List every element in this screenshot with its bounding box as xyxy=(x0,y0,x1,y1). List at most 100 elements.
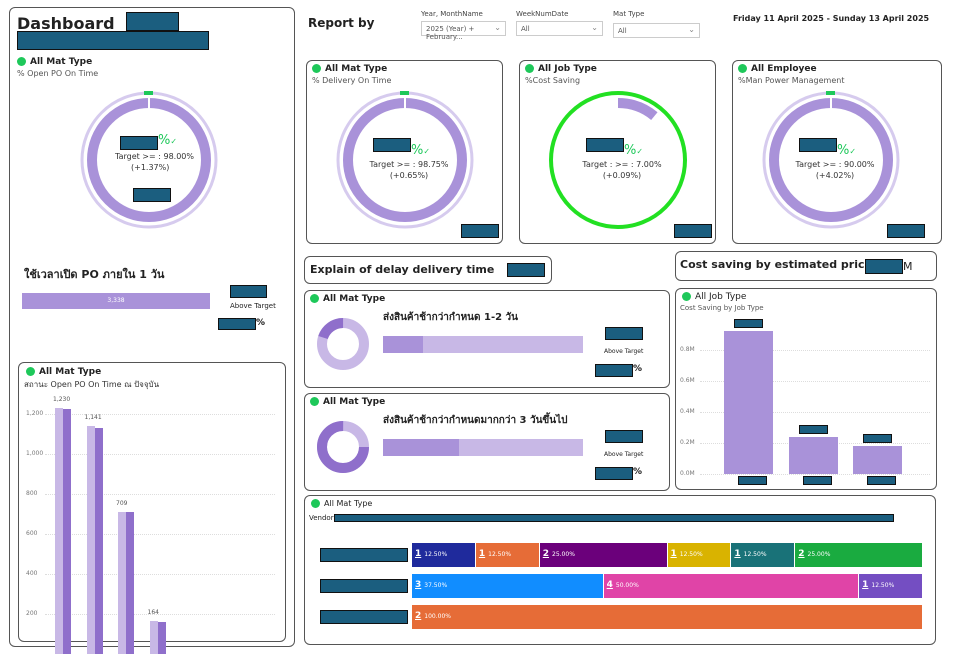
stacked-segment[interactable]: 1 12.50% xyxy=(475,543,540,567)
redacted xyxy=(738,476,767,485)
gauge-subtitle: %Man Power Management xyxy=(738,76,845,85)
filter-text: All Employee xyxy=(751,64,817,74)
bar-series-b xyxy=(63,409,71,654)
status-dot-icon xyxy=(738,64,747,73)
redacted xyxy=(334,514,894,522)
segment-count: 2 xyxy=(415,611,422,621)
stacked-segment[interactable]: 2 100.00% xyxy=(412,605,923,629)
open-po-gauge xyxy=(80,91,218,229)
segment-count: 1 xyxy=(670,549,677,559)
stacked-bar-row: 2 100.00% xyxy=(412,605,923,629)
filter-text: All Mat Type xyxy=(324,499,373,508)
bar-series-b xyxy=(157,621,166,654)
check-icon: ✓ xyxy=(849,147,857,156)
filter-text: All Mat Type xyxy=(323,397,386,407)
status-dot-icon xyxy=(310,397,319,406)
delay-item-title: ส่งสินค้าช้ากว่ากำหนดมากกว่า 3 วันขึ้นไป xyxy=(383,415,568,426)
stacked-segment[interactable]: 2 25.00% xyxy=(795,543,923,567)
data-label: 1,230 xyxy=(53,396,71,403)
stacked-segment[interactable]: 1 12.50% xyxy=(731,543,796,567)
chevron-down-icon: ⌄ xyxy=(688,25,695,34)
percent-check: %✓ xyxy=(158,133,177,148)
status-dot-icon xyxy=(26,367,35,376)
segment-count: 1 xyxy=(415,549,422,559)
stacked-segment[interactable]: 1 12.50% xyxy=(412,543,476,567)
check-icon: ✓ xyxy=(423,147,431,156)
status-dot-icon xyxy=(17,57,26,66)
percent-sign: % xyxy=(624,143,637,158)
bar-series-b xyxy=(94,427,103,654)
gridline xyxy=(45,494,275,495)
status-dot-icon xyxy=(311,499,320,508)
bar-series-a xyxy=(86,425,95,654)
segment-percent: 50.00% xyxy=(615,582,639,589)
gridline xyxy=(45,414,275,415)
status-dot-icon xyxy=(312,64,321,73)
segment-count: 4 xyxy=(606,580,613,590)
status-dot-icon xyxy=(310,294,319,303)
redacted xyxy=(133,188,171,202)
above-target-label: Above Target xyxy=(604,451,644,458)
redacted xyxy=(595,364,633,377)
redacted xyxy=(799,138,837,152)
percent-check: %✓ xyxy=(837,143,856,158)
filter-dropdown[interactable]: All ⌄ xyxy=(516,21,603,36)
filter-text: All Mat Type xyxy=(323,294,386,304)
percent-sign: % xyxy=(158,133,171,148)
delay-bar-fill xyxy=(383,439,459,456)
gauge-delta: (+4.02%) xyxy=(815,171,855,180)
delay-item-title: ส่งสินค้าช้ากว่ากำหนด 1-2 วัน xyxy=(383,312,518,323)
data-label: 709 xyxy=(116,500,128,508)
y-tick-label: 0.4M xyxy=(680,408,695,415)
filter-label: All Mat Type xyxy=(26,367,101,377)
redacted xyxy=(865,259,903,274)
gauge-subtitle: % Delivery On Time xyxy=(312,76,392,85)
percent-sign: % xyxy=(633,364,643,374)
gauge-delta: (+1.37%) xyxy=(131,163,170,172)
po-open-bar: 3,338 xyxy=(22,293,210,309)
above-target-label: Above Target xyxy=(230,302,276,310)
filter-dropdown[interactable]: All ⌄ xyxy=(613,23,700,38)
cost-title: Cost saving by estimated price xyxy=(680,258,872,271)
segment-percent: 25.00% xyxy=(807,551,831,558)
delay-bar xyxy=(383,336,583,353)
redacted xyxy=(320,579,408,593)
gauge-target: Target >= : 98.00% xyxy=(115,152,194,161)
redacted xyxy=(887,224,925,238)
stacked-bar-row: 1 12.50% 1 12.50% 2 25.00% 1 12.50% 1 12.50% 2 25.0… xyxy=(412,543,923,567)
gridline xyxy=(700,412,930,413)
stacked-bar-row: 3 37.50% 4 50.00% 1 12.50% xyxy=(412,574,923,598)
stacked-segment[interactable]: 3 37.50% xyxy=(412,574,604,598)
redacted xyxy=(605,327,643,340)
redacted xyxy=(17,31,209,50)
gauge-subtitle: %Cost Saving xyxy=(525,76,581,85)
y-tick-label: 0.2M xyxy=(680,439,695,446)
filter-dropdown[interactable]: 2025 (Year) + February... ⌄ xyxy=(421,21,506,41)
stacked-segment[interactable]: 1 12.50% xyxy=(859,574,923,598)
segment-percent: 12.50% xyxy=(871,582,895,589)
gauge-target: Target >= : 90.00% xyxy=(795,160,875,169)
gridline xyxy=(700,474,930,475)
status-dot-icon xyxy=(682,292,691,301)
gridline xyxy=(700,381,930,382)
filter-text: All Job Type xyxy=(538,64,597,74)
delay-bar-fill xyxy=(383,336,423,353)
stacked-segment[interactable]: 1 12.50% xyxy=(667,543,732,567)
gauge-delta: (+0.09%) xyxy=(602,171,642,180)
gauge-target: Target : >= : 7.00% xyxy=(582,160,662,169)
redacted xyxy=(802,476,832,485)
stacked-segment[interactable]: 2 25.00% xyxy=(539,543,668,567)
vendor-label: Vendor xyxy=(309,514,334,522)
stacked-segment[interactable]: 4 50.00% xyxy=(603,574,860,598)
segment-percent: 12.50% xyxy=(679,551,703,558)
cost-unit: M xyxy=(903,260,913,273)
redacted xyxy=(507,263,545,277)
filter-text: All Mat Type xyxy=(30,57,93,67)
redacted xyxy=(373,138,411,152)
check-icon: ✓ xyxy=(170,137,178,146)
y-tick-label: 600 xyxy=(26,530,38,537)
delay-donut xyxy=(317,421,369,473)
segment-count: 2 xyxy=(542,549,550,559)
data-label: 164 xyxy=(147,609,159,617)
cost-bar xyxy=(724,331,773,474)
